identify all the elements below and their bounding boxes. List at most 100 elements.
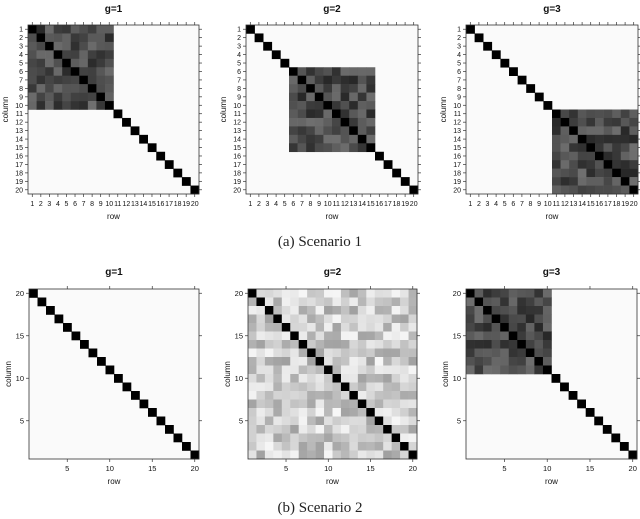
heatmap-cell bbox=[307, 365, 316, 375]
y-tick-label: 10 bbox=[453, 374, 461, 383]
heatmap-cell bbox=[483, 348, 492, 358]
diagonal-cell bbox=[585, 408, 595, 417]
heatmap-cell bbox=[569, 177, 579, 186]
heatmap-cell bbox=[357, 348, 367, 358]
heatmap-cell bbox=[281, 340, 291, 349]
y-tick-label: 9 bbox=[237, 94, 241, 101]
heatmap-cell bbox=[290, 289, 299, 298]
heatmap-cell bbox=[96, 33, 106, 43]
diagonal-cell bbox=[508, 331, 518, 341]
heatmap-cell bbox=[289, 84, 298, 93]
x-tick-label: 6 bbox=[73, 201, 77, 208]
heatmap-cell bbox=[323, 67, 333, 76]
heatmap-cell bbox=[595, 143, 604, 153]
x-tick-label: 6 bbox=[511, 201, 515, 208]
heatmap-cell bbox=[483, 323, 492, 332]
heatmap-cell bbox=[534, 340, 544, 349]
x-tick-label: 1 bbox=[468, 201, 472, 208]
heatmap-cell bbox=[290, 442, 299, 451]
heatmap-cell bbox=[315, 306, 325, 315]
diagonal-cell bbox=[357, 399, 367, 409]
diagonal-cell bbox=[602, 425, 612, 434]
heatmap-cell bbox=[307, 314, 316, 324]
x-tick-label: 6 bbox=[291, 201, 295, 208]
heatmap-cell bbox=[248, 442, 257, 451]
heatmap-cell bbox=[307, 442, 316, 451]
heatmap-cell bbox=[323, 75, 333, 85]
heatmap-cell bbox=[586, 126, 596, 136]
heatmap-cell bbox=[400, 348, 409, 358]
heatmap-cell bbox=[315, 425, 325, 434]
heatmap-cell bbox=[357, 314, 367, 324]
heatmap-cell bbox=[324, 340, 333, 349]
heatmap-cell bbox=[323, 117, 333, 127]
heatmap-cell bbox=[569, 151, 579, 161]
x-tick-label: 17 bbox=[604, 201, 612, 208]
heatmap-cell bbox=[332, 134, 341, 144]
heatmap-cell bbox=[408, 442, 418, 451]
heatmap-cell bbox=[248, 331, 257, 341]
heatmap-cell bbox=[349, 109, 359, 119]
heatmap-cell bbox=[620, 151, 630, 161]
heatmap-cell bbox=[525, 306, 535, 315]
heatmap-cell bbox=[290, 433, 299, 443]
y-tick-label: 6 bbox=[237, 69, 241, 76]
heatmap-cell bbox=[400, 357, 409, 366]
heatmap-cell bbox=[264, 340, 274, 349]
heatmap-cell bbox=[87, 92, 97, 102]
heatmap-cell bbox=[340, 67, 350, 76]
heatmap-cell bbox=[298, 348, 308, 358]
y-tick-label: 11 bbox=[234, 111, 241, 118]
heatmap-cell bbox=[45, 75, 54, 85]
heatmap-cell bbox=[552, 177, 561, 186]
x-tick-label: 20 bbox=[409, 464, 417, 473]
heatmap-cell bbox=[374, 382, 384, 392]
heatmap-cell bbox=[306, 126, 316, 136]
heatmap-cell bbox=[603, 126, 613, 136]
heatmap-cell bbox=[332, 416, 342, 426]
heatmap-cell bbox=[577, 109, 587, 119]
diagonal-cell bbox=[37, 297, 47, 307]
heatmap-cell bbox=[374, 365, 384, 375]
heatmap-cell bbox=[289, 75, 298, 85]
heatmap-cell bbox=[248, 297, 257, 307]
heatmap-cell bbox=[248, 408, 257, 417]
heatmap-cell bbox=[324, 374, 333, 383]
x-tick-label: 19 bbox=[621, 201, 629, 208]
y-tick-label: 11 bbox=[16, 111, 23, 118]
heatmap-cell bbox=[534, 323, 544, 332]
heatmap-cell bbox=[349, 331, 359, 341]
heatmap-cell bbox=[340, 408, 350, 417]
heatmap-cell bbox=[340, 323, 350, 332]
x-tick-label: 4 bbox=[56, 201, 60, 208]
x-tick-label: 11 bbox=[333, 201, 340, 208]
heatmap-cell bbox=[349, 450, 359, 460]
heatmap-cell bbox=[281, 425, 291, 434]
diagonal-cell bbox=[306, 84, 316, 93]
heatmap-cell bbox=[314, 134, 324, 144]
diagonal-cell bbox=[409, 185, 419, 195]
y-tick-label: 2 bbox=[457, 35, 461, 42]
heatmap-cell bbox=[315, 348, 325, 358]
heatmap-cell bbox=[256, 442, 266, 451]
heatmap-cell bbox=[491, 289, 501, 298]
heatmap-cell bbox=[324, 399, 333, 409]
diagonal-cell bbox=[139, 134, 148, 144]
heatmap-cell bbox=[62, 25, 72, 34]
heatmap-cell bbox=[264, 450, 274, 460]
heatmap-cell bbox=[315, 365, 325, 375]
heatmap-cell bbox=[264, 416, 274, 426]
heatmap-cell bbox=[474, 323, 484, 332]
heatmap-cell bbox=[281, 399, 291, 409]
x-tick-label: 20 bbox=[630, 201, 638, 208]
diagonal-cell bbox=[332, 109, 341, 119]
y-tick-label: 7 bbox=[19, 77, 23, 84]
heatmap-cell bbox=[466, 314, 475, 324]
heatmap-cell bbox=[332, 101, 341, 110]
heatmap-cell bbox=[297, 92, 307, 102]
diagonal-cell bbox=[357, 134, 367, 144]
diagonal-cell bbox=[611, 433, 621, 443]
heatmap-cell bbox=[400, 425, 409, 434]
diagonal-cell bbox=[620, 177, 630, 186]
heatmap-cell bbox=[349, 84, 359, 93]
